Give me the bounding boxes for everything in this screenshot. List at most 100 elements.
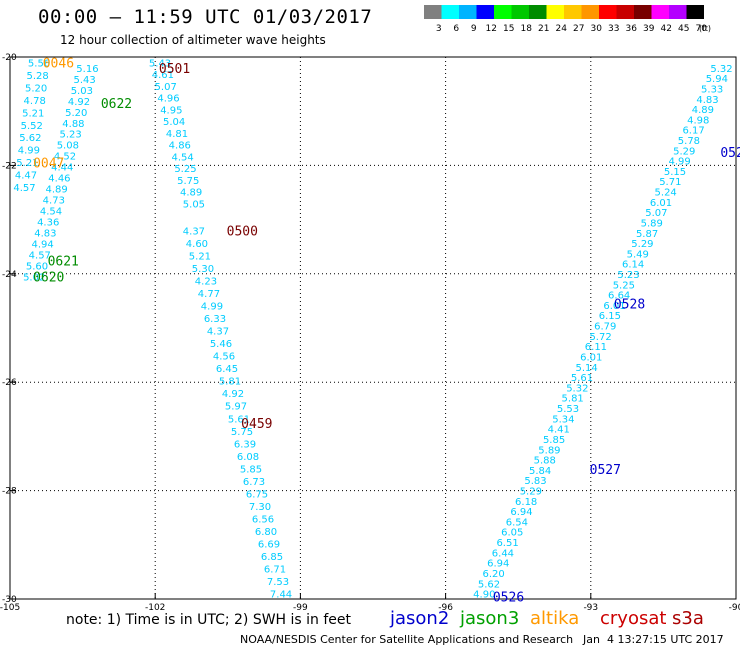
legend-swatch [564,5,582,19]
legend-label: 21 [538,24,549,34]
swh-value: 5.16 [76,64,98,75]
satellite-altika: altika [530,608,580,629]
swh-value: 6.08 [237,452,259,463]
swh-value: 5.25 [613,280,635,291]
legend-label: 36 [626,24,638,34]
legend-swatch [546,5,564,19]
swh-value: 5.20 [65,108,87,119]
swh-value: 4.61 [152,70,174,81]
swh-value: 7.53 [267,577,289,588]
legend-label: 3 [436,24,442,34]
swh-value: 6.79 [594,322,616,333]
legend-swatch [634,5,652,19]
swh-value: 5.81 [219,377,241,388]
swh-value: 5.61 [228,414,250,425]
swh-value: 4.60 [186,239,208,250]
swh-value: 5.15 [664,167,686,178]
swh-value: 4.83 [696,95,718,106]
legend-label: 27 [573,24,584,34]
pass-time-label: 0047 [33,157,64,172]
swh-value: 7.30 [249,502,271,513]
pass-time-label: 0622 [101,97,132,112]
legend-swatch [511,5,529,19]
swh-value: 4.89 [692,105,714,116]
x-tick-label: -96 [438,603,453,613]
swh-value: 5.78 [678,136,700,147]
y-tick-label: -20 [2,53,17,63]
pass-time-label: 0500 [227,224,258,239]
y-tick-label: -26 [2,378,17,388]
swh-value: 5.60 [26,262,48,273]
swh-value: 4.78 [24,96,46,107]
swh-value: 4.54 [40,207,62,218]
legend-label: 33 [608,24,619,34]
x-tick-label: -99 [293,603,308,613]
swh-value: 6.94 [487,559,509,570]
swh-value: 6.05 [501,528,523,539]
swh-value: 4.41 [548,425,570,436]
swh-value: 5.14 [575,363,597,374]
swh-value: 5.05 [183,199,205,210]
pass-time-label: 0620 [33,271,64,286]
y-tick-label: -22 [2,161,17,171]
swh-value: 6.44 [492,548,514,559]
swh-value: 5.81 [562,394,584,405]
swh-value: 5.23 [59,130,81,141]
swh-value: 5.62 [478,579,500,590]
swh-value: 5.24 [655,188,677,199]
swh-value: 5.56 [28,58,50,69]
swh-value: 5.21 [189,251,211,262]
color-legend: 3 6 9 12 15 18 21 24 27 30 33 36 39 42 45 70(ft) [424,5,711,34]
satellite-s3a: s3a [672,608,704,629]
swh-value: 5.72 [589,332,611,343]
legend-label: 9 [471,24,477,34]
swh-value: 4.92 [68,97,90,108]
swh-value: 5.04 [163,117,185,128]
pass-time-label: 0528 [614,298,645,313]
pass-time-label: 0527 [590,463,621,478]
legend-label: 18 [521,24,533,34]
legend-label: 70 [696,24,708,34]
swh-value: 5.94 [706,74,728,85]
swh-value: 7.44 [270,590,292,601]
swh-value: 6.51 [496,538,518,549]
swh-value: 5.52 [21,121,43,132]
swh-value: 6.94 [510,507,532,518]
legend-label: 15 [503,24,514,34]
swh-value: 5.84 [529,466,551,477]
swh-value: 6.01 [580,352,602,363]
swh-value: 4.94 [31,240,53,251]
swh-value: 5.23 [617,270,639,281]
y-tick-label: -24 [2,270,17,280]
swh-value: 6.39 [234,439,256,450]
swh-value: 5.89 [538,445,560,456]
legend-swatch [599,5,617,19]
swh-value: 4.96 [157,94,179,105]
swh-value: 4.92 [222,389,244,400]
swh-value: 5.85 [240,464,262,475]
swh-value: 4.88 [62,119,84,130]
swh-value: 5.25 [174,164,196,175]
swh-value: 5.20 [25,83,47,94]
x-tick-label: -102 [145,603,165,613]
credit-line: NOAA/NESDIS Center for Satellite Applica… [240,633,574,646]
swh-value: 4.81 [166,129,188,140]
swh-value: 4.95 [160,105,182,116]
legend-label: 39 [643,24,655,34]
page-subtitle: 12 hour collection of altimeter wave hei… [60,33,326,47]
swh-value: 5.21 [16,158,38,169]
legend-label: 12 [486,24,497,34]
swh-value: 5.03 [71,86,93,97]
pass-time-label: 0046 [43,56,74,71]
swh-value: 5.53 [557,404,579,415]
swh-value: 4.36 [37,218,59,229]
swh-value: 4.37 [183,226,205,237]
swh-value: 6.20 [482,569,504,580]
swh-value: 5.28 [26,71,48,82]
swh-value: 6.01 [650,198,672,209]
legend-swatch [424,5,442,19]
swh-value: 5.32 [566,383,588,394]
legend-swatch [686,5,704,19]
pass-time-label: 0501 [159,62,190,77]
